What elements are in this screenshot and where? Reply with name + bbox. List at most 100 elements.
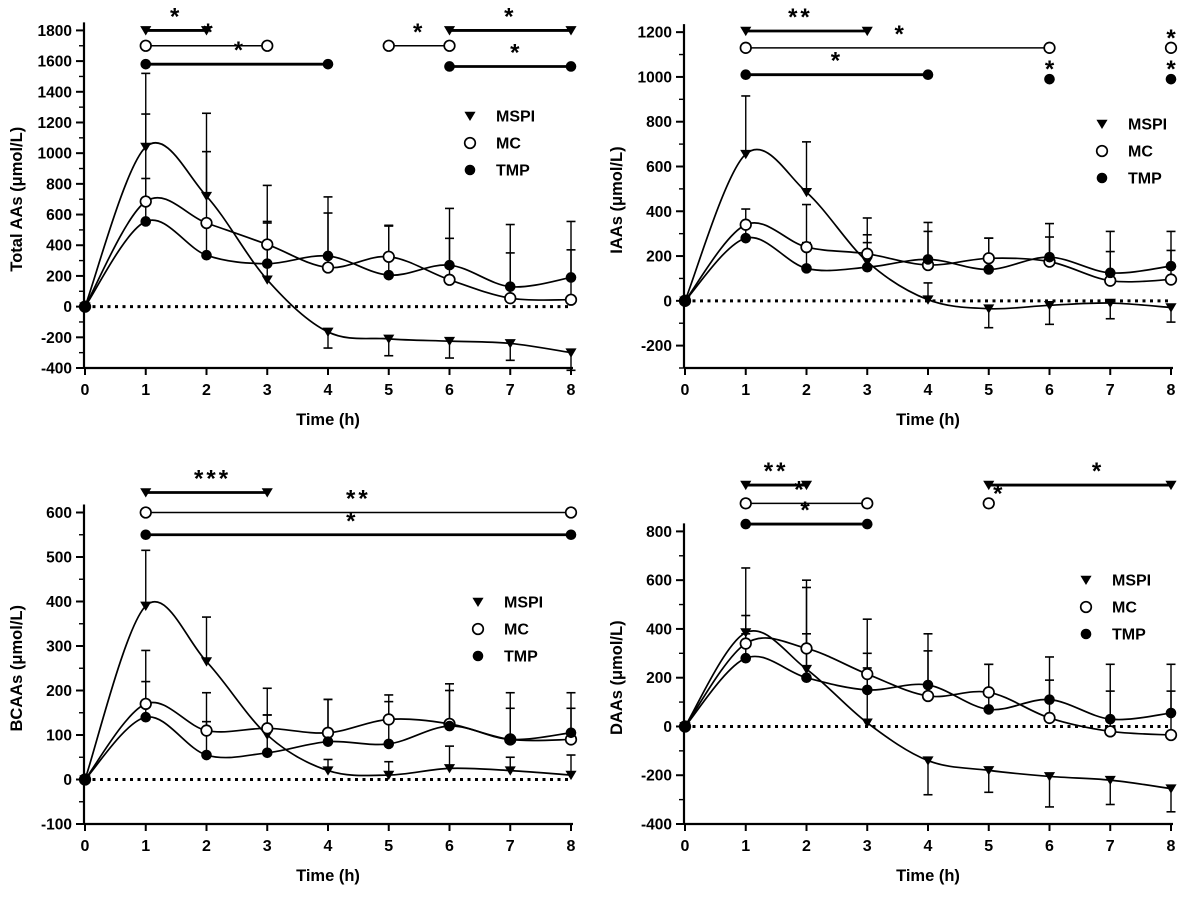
legend-item-mspi: MSPI (1080, 573, 1151, 590)
tmp-point-marker (740, 652, 752, 664)
mc-point-marker (800, 642, 813, 655)
triangledownfilled-marker (861, 26, 873, 37)
circle-filled-legend-icon (1096, 172, 1108, 184)
y-tick-label: -200 (641, 338, 672, 355)
x-tick-label: 5 (984, 382, 993, 399)
y-tick-label: 200 (646, 249, 672, 266)
circlefilled-marker (444, 61, 455, 72)
triangledownfilled-marker (740, 480, 752, 491)
significance-bar-mc: * (739, 21, 1056, 54)
triangledownfilled-marker (983, 480, 995, 491)
circle-filled-legend-icon (472, 650, 484, 662)
tmp-point-marker (565, 727, 577, 739)
circleopen-marker (139, 39, 152, 52)
panel-bcaas: -100 0 100 200 300 400 500 600 0 1 2 3 4 5 6 7 8 BCAAs (μ… (0, 456, 600, 912)
mspi-point-marker (443, 764, 456, 774)
circlefilled-marker (140, 529, 152, 541)
significance-asterisk: * (234, 37, 246, 64)
legend-label: TMP (1112, 627, 1146, 644)
x-tick-label: 3 (863, 838, 872, 855)
tmp-point-marker (79, 774, 91, 785)
mc-point-marker (1164, 728, 1178, 742)
total-aas-error-bars (141, 72, 576, 372)
triangle-down-filled-legend-icon (1096, 119, 1108, 130)
mspi-point-marker (504, 339, 516, 349)
y-tick-label: 0 (663, 293, 672, 310)
bcaas-mspi-curve (84, 601, 572, 780)
tmp-point-marker (444, 259, 455, 271)
x-tick-label: 1 (141, 382, 150, 399)
x-tick-label: 0 (681, 838, 690, 855)
y-tick-label: 600 (46, 505, 72, 522)
tmp-point-marker (679, 295, 691, 307)
legend-label: MSPI (1112, 573, 1151, 590)
x-tick-label: 7 (1106, 838, 1115, 855)
panel-total-aas: -400 -200 0 200 400 600 800 1000 1200 1400 1600 180… (0, 0, 600, 456)
tmp-point-marker (1044, 251, 1055, 263)
circlefilled-marker (740, 518, 752, 530)
significance-asterisk: * (1045, 56, 1055, 83)
legend-label: MC (496, 136, 521, 153)
significance-single-mc: * (982, 480, 1003, 510)
legend-item-mspi: MSPI (464, 109, 535, 126)
mc-point-marker (261, 238, 274, 251)
bcaas-y-axis-title: BCAAs (μmol/L) (8, 605, 26, 732)
x-tick-label: 0 (81, 838, 90, 855)
mc-point-marker (382, 713, 395, 726)
tmp-point-marker (201, 249, 212, 261)
daas-x-axis-title: Time (h) (896, 867, 960, 885)
legend-item-mc: MC (463, 136, 521, 153)
bcaas-axes: -100 0 100 200 300 400 500 600 0 1 2 3 4 5 6 7 8 (41, 504, 576, 855)
tmp-point-marker (444, 720, 455, 732)
significance-single-mc: * (1164, 25, 1178, 54)
mspi-point-marker (140, 142, 152, 153)
circleopen-marker (982, 497, 995, 510)
significance-asterisk: * (1092, 458, 1104, 485)
triangledownfilled-marker (1165, 480, 1177, 491)
mspi-point-marker (922, 756, 934, 766)
y-tick-label: 400 (646, 621, 672, 638)
triangledownfilled-marker (565, 26, 577, 36)
iaas-axes: -200 0 200 400 600 800 1000 1200 0 1 2 3 4 5 6 7 8 (638, 24, 1176, 399)
daas-error-bars (741, 567, 1176, 813)
legend-label: MSPI (504, 595, 543, 612)
tmp-point-marker (801, 672, 812, 683)
y-tick-label: 0 (63, 772, 72, 789)
significance-asterisk: * (510, 39, 522, 66)
x-tick-label: 6 (1045, 382, 1054, 399)
triangledownfilled-marker (800, 480, 813, 491)
tmp-point-marker (1044, 694, 1055, 705)
significance-asterisk: * (203, 19, 215, 46)
x-tick-label: 8 (567, 838, 576, 855)
tmp-point-marker (201, 749, 212, 761)
legend-item-mc: MC (1095, 144, 1153, 161)
mspi-point-marker (140, 601, 152, 611)
significance-bar-mspi: ** (740, 4, 873, 37)
mc-point-marker (921, 689, 935, 703)
total-aas-mc-points (78, 195, 578, 313)
tmp-point-marker (140, 216, 152, 227)
tmp-point-marker (679, 721, 691, 732)
mc-point-marker (443, 273, 456, 286)
significance-bar-tmp: * (740, 497, 873, 530)
mc-point-marker (200, 724, 213, 737)
tmp-point-marker (740, 232, 752, 244)
mc-point-marker (800, 240, 813, 254)
y-tick-label: 600 (46, 207, 72, 224)
x-tick-label: 4 (924, 382, 933, 399)
y-tick-label: 600 (646, 159, 672, 176)
y-tick-label: 1200 (638, 25, 672, 42)
iaas-tmp-points (679, 232, 1177, 307)
triangledownfilled-marker (740, 26, 752, 37)
y-tick-label: 500 (46, 550, 72, 567)
significance-single-tmp: * (1165, 56, 1176, 85)
mspi-point-marker (1165, 784, 1177, 794)
x-tick-label: 0 (81, 382, 90, 399)
triangledownfilled-marker (200, 26, 213, 36)
x-tick-label: 6 (445, 382, 454, 399)
daas-tmp-points (679, 652, 1177, 732)
significance-bar-mspi: *** (140, 465, 273, 498)
circlefilled-marker (322, 58, 334, 70)
y-tick-label: 200 (46, 268, 72, 285)
